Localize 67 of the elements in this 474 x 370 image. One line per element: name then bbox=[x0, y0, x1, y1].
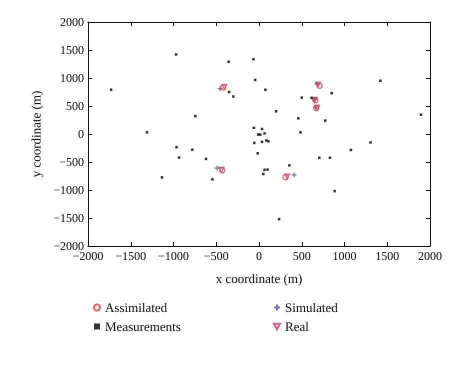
point bbox=[288, 164, 291, 167]
point bbox=[299, 131, 302, 134]
legend-label: Real bbox=[285, 319, 310, 334]
point bbox=[330, 92, 333, 94]
y-tick-label: 500 bbox=[66, 99, 84, 113]
point bbox=[191, 148, 194, 151]
point bbox=[274, 110, 278, 113]
legend-label: Measurements bbox=[105, 319, 181, 334]
point bbox=[260, 128, 264, 130]
point bbox=[310, 96, 313, 100]
point bbox=[266, 168, 269, 171]
point bbox=[420, 113, 422, 116]
point bbox=[252, 58, 255, 60]
point bbox=[217, 86, 224, 92]
point bbox=[227, 60, 230, 64]
point bbox=[174, 53, 178, 56]
x-tick-label: 1000 bbox=[332, 249, 356, 263]
y-tick-label: 0 bbox=[78, 127, 84, 141]
point bbox=[262, 172, 265, 176]
y-tick-label: −500 bbox=[59, 155, 84, 169]
y-tick-label: −1500 bbox=[53, 211, 84, 225]
point bbox=[263, 132, 266, 135]
x-tick-label: −1500 bbox=[115, 249, 146, 263]
point bbox=[211, 178, 214, 181]
x-tick-label: 2000 bbox=[418, 249, 442, 263]
x-tick-label: 0 bbox=[256, 249, 262, 263]
point bbox=[253, 142, 256, 144]
point bbox=[264, 88, 267, 92]
point bbox=[290, 172, 298, 178]
point bbox=[297, 117, 300, 120]
y-tick-label: 1500 bbox=[60, 43, 84, 57]
y-tick-label: 2000 bbox=[60, 15, 84, 29]
point bbox=[328, 156, 332, 160]
x-tick-label: −500 bbox=[204, 249, 229, 263]
point bbox=[178, 156, 180, 159]
y-axis-title: y coordinate (m) bbox=[28, 90, 44, 178]
point bbox=[256, 152, 259, 155]
point bbox=[160, 176, 164, 179]
point bbox=[259, 133, 262, 136]
x-axis-title: x coordinate (m) bbox=[216, 271, 302, 286]
point bbox=[379, 80, 382, 82]
y-tick-label: 1000 bbox=[60, 71, 84, 85]
point bbox=[204, 158, 208, 160]
point bbox=[228, 90, 230, 94]
point bbox=[194, 114, 197, 118]
legend-label: Assimilated bbox=[105, 300, 168, 315]
point bbox=[324, 119, 327, 122]
point bbox=[350, 148, 352, 152]
point bbox=[175, 146, 178, 148]
point bbox=[263, 168, 266, 172]
point bbox=[110, 88, 112, 92]
point bbox=[254, 78, 256, 82]
point bbox=[232, 95, 235, 98]
point bbox=[369, 141, 372, 144]
point bbox=[333, 190, 336, 192]
x-tick-label: 500 bbox=[292, 249, 311, 263]
point bbox=[252, 126, 256, 130]
y-tick-label: −1000 bbox=[53, 183, 84, 197]
point bbox=[146, 131, 148, 134]
x-tick-label: 1500 bbox=[375, 249, 400, 263]
legend-label: Simulated bbox=[285, 300, 338, 315]
point bbox=[318, 156, 321, 160]
point bbox=[214, 165, 220, 172]
point bbox=[278, 218, 280, 220]
x-tick-label: −1000 bbox=[158, 249, 189, 263]
point bbox=[260, 140, 264, 144]
y-tick-label: −2000 bbox=[53, 239, 84, 253]
